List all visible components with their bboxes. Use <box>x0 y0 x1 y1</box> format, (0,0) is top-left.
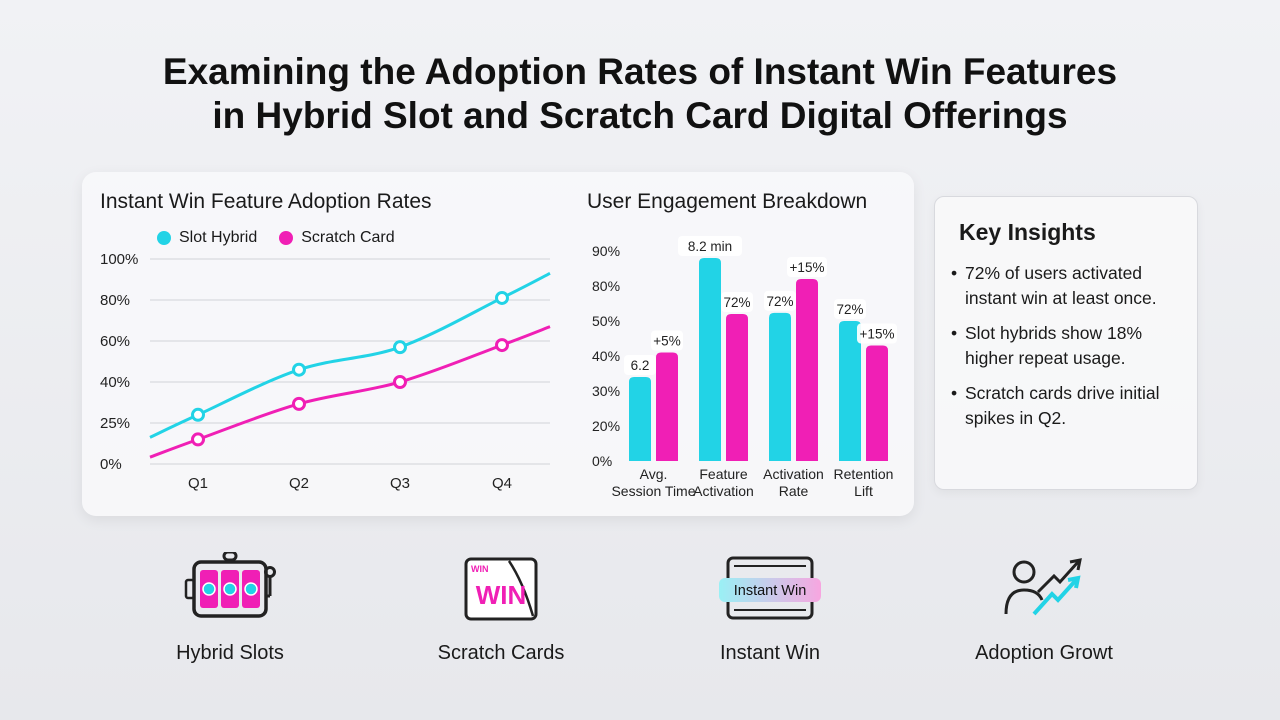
line-chart-legend: Slot Hybrid Scratch Card <box>157 229 395 247</box>
x-tick-label: Session Time <box>611 483 695 499</box>
instant-win-icon: Instant Win <box>719 556 821 620</box>
y-tick-label: 25% <box>100 415 130 432</box>
y-tick-label: 50% <box>592 313 620 329</box>
x-tick-label: Q2 <box>289 475 309 492</box>
line-chart: 0% 25% 40% 60% 80% 100% Q1 Q2 Q3 Q4 <box>100 251 551 492</box>
feature-scratch-cards: WIN WIN Scratch Cards <box>381 552 621 665</box>
data-label-background <box>678 236 742 256</box>
data-label-background <box>721 292 753 312</box>
data-label: 72% <box>766 294 793 309</box>
y-tick-label: 40% <box>592 348 620 364</box>
data-label: +15% <box>860 327 895 342</box>
feature-label: Instant Win <box>719 642 821 664</box>
data-label-background <box>857 323 897 344</box>
bar <box>726 314 748 461</box>
feature-label: Hybrid Slots <box>176 642 284 664</box>
y-tick-label: 30% <box>592 383 620 399</box>
scratch-card-icon: WIN WIN <box>464 557 538 621</box>
data-point <box>495 290 509 305</box>
feature-hybrid-slots: Hybrid Slots <box>110 552 350 665</box>
data-point <box>393 375 407 389</box>
data-label-background <box>834 299 866 319</box>
y-tick-label: 0% <box>592 453 612 469</box>
insight-item: 72% of users activated instant win at le… <box>951 261 1187 311</box>
bar <box>796 279 818 461</box>
legend-item-slot-hybrid: Slot Hybrid <box>157 229 257 247</box>
x-tick-label: Retention <box>834 466 894 482</box>
bar <box>629 377 651 461</box>
slot-machine-icon <box>184 552 276 618</box>
x-tick-label: Avg. <box>640 466 668 482</box>
scratch-card-small-text: WIN <box>471 564 489 574</box>
y-tick-label: 0% <box>100 456 122 473</box>
legend-label-scratch-card: Scratch Card <box>301 229 395 246</box>
bar-chart-title: User Engagement Breakdown <box>587 190 868 213</box>
data-label: 8.2 min <box>688 239 732 254</box>
data-label: +15% <box>790 260 825 275</box>
scratch-card-big-text: WIN <box>476 580 527 610</box>
legend-item-scratch-card: Scratch Card <box>279 229 395 247</box>
line-chart-title: Instant Win Feature Adoption Rates <box>100 190 432 213</box>
data-point <box>292 362 306 377</box>
key-insights-card: Key Insights 72% of users activated inst… <box>934 196 1198 490</box>
page-title: Examining the Adoption Rates of Instant … <box>0 50 1280 138</box>
x-tick-label: Activation <box>693 483 754 499</box>
bar <box>839 321 861 461</box>
legend-swatch-slot-hybrid <box>157 231 171 245</box>
bar-chart: 0%20%30%40%50%80%90%Avg.Session Time6.2+… <box>592 236 897 499</box>
insights-list: 72% of users activated instant win at le… <box>951 261 1187 441</box>
feature-adoption-growth: Adoption Growt <box>924 552 1164 665</box>
data-label: 72% <box>836 302 863 317</box>
title-line-2: in Hybrid Slot and Scratch Card Digital … <box>212 95 1068 136</box>
data-label-background <box>764 290 796 311</box>
data-point <box>495 338 509 353</box>
data-label: 72% <box>723 295 750 310</box>
y-tick-label: 100% <box>100 251 138 268</box>
x-tick-label: Q4 <box>492 475 512 492</box>
insight-item: Scratch cards drive initial spikes in Q2… <box>951 381 1187 431</box>
feature-label: Scratch Cards <box>437 642 565 664</box>
adoption-growth-icon <box>1004 558 1082 616</box>
bar <box>866 345 888 461</box>
data-label: 6.2 <box>631 358 650 373</box>
legend-label-slot-hybrid: Slot Hybrid <box>179 229 258 246</box>
y-tick-label: 90% <box>592 243 620 259</box>
bar <box>656 352 678 461</box>
feature-label: Adoption Growt <box>975 642 1113 664</box>
y-tick-label: 40% <box>100 374 130 391</box>
title-line-1: Examining the Adoption Rates of Instant … <box>162 51 1118 92</box>
feature-instant-win: Instant Win Instant Win <box>650 552 890 665</box>
x-tick-label: Q3 <box>390 475 410 492</box>
data-point <box>393 340 407 355</box>
data-point <box>292 396 306 411</box>
y-tick-label: 80% <box>100 292 130 309</box>
x-tick-label: Q1 <box>188 475 208 492</box>
bar <box>699 258 721 461</box>
data-label-background <box>787 257 827 277</box>
legend-swatch-scratch-card <box>279 231 294 245</box>
data-label-background <box>624 355 656 375</box>
bar <box>769 312 791 461</box>
charts-panel: Instant Win Feature Adoption Rates Slot … <box>82 172 914 516</box>
data-label: +5% <box>653 334 680 349</box>
instant-win-badge-text: Instant Win <box>734 583 807 599</box>
data-point <box>191 407 205 422</box>
data-label-background <box>651 330 683 351</box>
x-tick-label: Lift <box>854 483 873 499</box>
x-tick-label: Rate <box>779 483 809 499</box>
x-tick-label: Feature <box>699 466 747 482</box>
insight-item: Slot hybrids show 18% higher repeat usag… <box>951 321 1187 371</box>
data-point <box>191 432 205 447</box>
insights-heading: Key Insights <box>959 219 1096 245</box>
y-tick-label: 80% <box>592 278 620 294</box>
y-tick-label: 60% <box>100 333 130 350</box>
y-tick-label: 20% <box>592 418 620 434</box>
x-tick-label: Activation <box>763 466 824 482</box>
